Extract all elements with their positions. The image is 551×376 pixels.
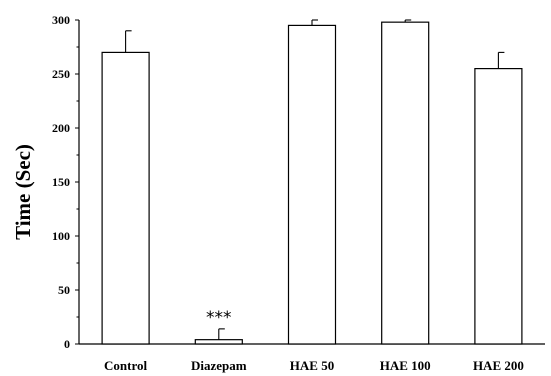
- y-tick-label: 0: [64, 337, 70, 351]
- y-tick-label: 50: [58, 283, 70, 297]
- y-tick-label: 300: [52, 13, 70, 27]
- x-category-label: HAE 200: [473, 358, 524, 373]
- y-tick-label: 100: [52, 229, 70, 243]
- x-category-label: HAE 50: [290, 358, 334, 373]
- chart-labels: 0 50 100 150 200 250 300 Control Diazepam HAE 50 H…: [52, 13, 524, 373]
- y-tick-label: 200: [52, 121, 70, 135]
- x-category-label: HAE 100: [380, 358, 431, 373]
- bar: [287, 24, 337, 345]
- y-tick-label: 150: [52, 175, 70, 189]
- bar: [101, 51, 150, 345]
- bar: [194, 339, 243, 345]
- bar: [381, 21, 430, 345]
- x-category-label: Control: [104, 358, 147, 373]
- chart-bars: [101, 19, 523, 345]
- significance-label: ***: [206, 308, 232, 328]
- y-axis-title: Time (Sec): [11, 144, 35, 240]
- x-category-label: Diazepam: [191, 358, 247, 373]
- y-tick-label: 250: [52, 67, 70, 81]
- bar: [474, 67, 523, 345]
